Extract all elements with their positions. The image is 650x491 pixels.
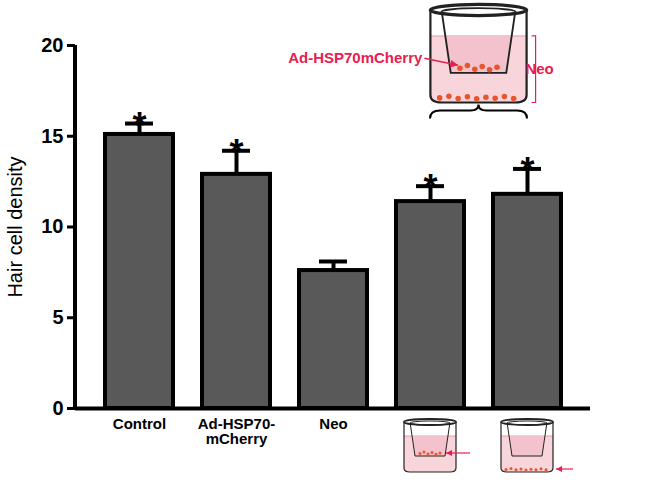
svg-text:*: * bbox=[520, 150, 534, 191]
svg-text:Hair cell density: Hair cell density bbox=[4, 156, 26, 297]
svg-text:*: * bbox=[229, 132, 243, 173]
svg-text:Control: Control bbox=[113, 415, 166, 432]
svg-text:Ad-HSP70-mCherry: Ad-HSP70-mCherry bbox=[198, 415, 276, 447]
svg-text:Neo: Neo bbox=[525, 60, 553, 77]
svg-text:*: * bbox=[132, 105, 146, 146]
svg-text:10: 10 bbox=[41, 215, 63, 237]
svg-text:Neo: Neo bbox=[319, 415, 347, 432]
svg-text:Ad-HSP70mCherry: Ad-HSP70mCherry bbox=[288, 49, 423, 66]
svg-text:15: 15 bbox=[41, 125, 63, 147]
svg-text:*: * bbox=[423, 167, 437, 208]
svg-text:20: 20 bbox=[41, 34, 63, 56]
svg-text:0: 0 bbox=[52, 397, 63, 419]
svg-text:5: 5 bbox=[52, 306, 63, 328]
